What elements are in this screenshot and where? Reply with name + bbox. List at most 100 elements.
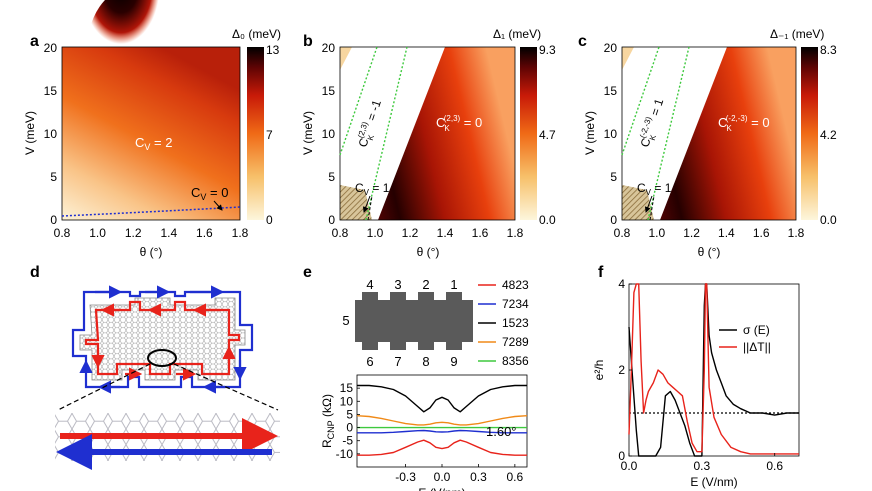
ylabel: e²/h	[592, 360, 606, 381]
annotation-arrow	[362, 195, 371, 213]
x-tick-label: 0.3	[694, 459, 711, 473]
colorbar-tick: 8.3	[820, 43, 837, 57]
boundary-line-b3	[367, 195, 373, 221]
zoom-line-left	[57, 363, 151, 411]
panel-b: b CK(2,3) = 0 CK(2,3) = -1 CV = 1 051015…	[301, 27, 556, 259]
axes-c: 0 5 10 15 20 0.8 1.0 1.2 1.4 1.6 1.8 θ (°) V (meV…	[583, 41, 805, 259]
annotation-cv-0: CV = 0	[191, 185, 228, 202]
y-tick-label: -10	[336, 447, 354, 461]
contact-label: 9	[450, 354, 457, 369]
svg-text:1.0: 1.0	[367, 226, 384, 240]
heatmap-a	[61, 0, 241, 221]
y-tick-label: 15	[340, 381, 354, 395]
svg-text:1.2: 1.2	[402, 226, 419, 240]
annotation-cv-2: CV = 2	[135, 135, 172, 152]
svg-text:1.8: 1.8	[232, 226, 249, 240]
svg-text:0.8: 0.8	[614, 226, 631, 240]
series-line-T	[628, 283, 799, 455]
legend-label: ||ΔT||	[743, 340, 771, 354]
ylabel: V (meV)	[583, 111, 597, 155]
annotation-ck-0: CK(-2,-3) = 0	[718, 114, 770, 133]
legend-label: 8356	[502, 354, 529, 368]
y-tick-label: 2	[618, 363, 625, 377]
xlabel: θ (°)	[698, 245, 721, 259]
svg-text:1.6: 1.6	[753, 226, 770, 240]
contact-label: 7	[394, 354, 401, 369]
colorbar-tick: 7	[266, 128, 273, 142]
series-line-1523	[357, 384, 527, 413]
legend-label: 7289	[502, 335, 529, 349]
x-tick-label: 0.6	[507, 470, 524, 484]
contact-label: 8	[422, 354, 429, 369]
x-tick-label: 0.0	[434, 470, 451, 484]
svg-text:1.4: 1.4	[160, 226, 177, 240]
svg-text:0: 0	[50, 213, 57, 227]
colorbar-tick: 4.7	[539, 128, 556, 142]
panel-letter: d	[30, 264, 40, 281]
svg-text:1.2: 1.2	[683, 226, 700, 240]
y-tick-label: 0	[346, 421, 353, 435]
boundary-line-c1	[621, 46, 660, 156]
colorbar-c: Δ₋₁ (meV) 8.3 4.2 0.0	[770, 27, 837, 227]
annotation-ck-0: CK(2,3) = 0	[436, 114, 482, 133]
svg-text:1.4: 1.4	[718, 226, 735, 240]
boundary-line-c3	[649, 195, 655, 221]
svg-text:20: 20	[322, 41, 336, 55]
annotation-arrow	[213, 200, 223, 211]
ylabel: V (meV)	[23, 111, 37, 155]
xlabel: E (V/nm)	[418, 486, 465, 491]
xlabel: θ (°)	[140, 245, 163, 259]
axes-a: 0 5 10 15 20 0.8 1.0 1.2 1.4 1.6 1.8 θ (°) V (meV…	[23, 41, 249, 259]
boundary-line-c2	[647, 46, 690, 221]
colorbar-tick: 0.0	[820, 213, 837, 227]
series-line-7289	[356, 415, 528, 426]
panel-letter: e	[303, 264, 312, 281]
contact-label: 2	[422, 277, 429, 292]
series-line-4823	[357, 439, 527, 456]
legend-label: σ (E)	[743, 323, 770, 337]
panel-letter: f	[598, 264, 604, 281]
svg-text:10: 10	[604, 127, 618, 141]
svg-text:0: 0	[610, 213, 617, 227]
annotation-arrow	[644, 195, 653, 213]
svg-text:0.8: 0.8	[332, 226, 349, 240]
colorbar-b: Δ₁ (meV) 9.3 4.7 0.0	[493, 27, 556, 227]
svg-text:1.6: 1.6	[196, 226, 213, 240]
contact-label: 4	[366, 277, 373, 292]
y-tick-label: 10	[340, 394, 354, 408]
plot-frame-e	[356, 374, 528, 468]
angle-label: 1.60°	[486, 424, 517, 439]
heatmap-c	[621, 46, 797, 221]
contact-label: 3	[394, 277, 401, 292]
y-tick-label: -5	[342, 434, 353, 448]
panel-c: c CK(-2,-3) = 0 CK(-2,-3) = 1 CV = 1 051…	[578, 27, 837, 259]
colorbar-title: Δ₁ (meV)	[493, 27, 541, 41]
zoom-circle	[147, 349, 177, 367]
colorbar-a: Δ₀ (meV) 13 7 0	[232, 27, 281, 227]
colorbar-tick: 13	[266, 43, 280, 57]
x-tick-label: 0.0	[621, 459, 638, 473]
panel-letter: a	[30, 33, 39, 50]
colorbar-title: Δ₀ (meV)	[232, 27, 281, 41]
contact-label: 1	[450, 277, 457, 292]
ylabel: RCNP (kΩ)	[320, 394, 336, 448]
svg-text:5: 5	[610, 170, 617, 184]
svg-text:1.2: 1.2	[125, 226, 142, 240]
y-tick-label: 4	[618, 277, 625, 291]
svg-text:5: 5	[50, 170, 57, 184]
colorbar-tick: 9.3	[539, 43, 556, 57]
plot-e	[356, 384, 528, 456]
x-tick-label: 0.3	[470, 470, 487, 484]
svg-text:1.0: 1.0	[89, 226, 106, 240]
svg-text:10: 10	[322, 127, 336, 141]
panel-a: a CV = 2 CV = 0 0 5 10 15 20 0.8 1.0 1.2 1.4 1.6…	[23, 0, 281, 259]
svg-text:1.6: 1.6	[472, 226, 489, 240]
plot-f	[628, 283, 799, 457]
legend-label: 1523	[502, 316, 529, 330]
svg-text:1.0: 1.0	[648, 226, 665, 240]
colorbar-tick: 0	[266, 213, 273, 227]
plot-frame-f	[628, 283, 800, 457]
panel-letter: b	[303, 33, 313, 50]
